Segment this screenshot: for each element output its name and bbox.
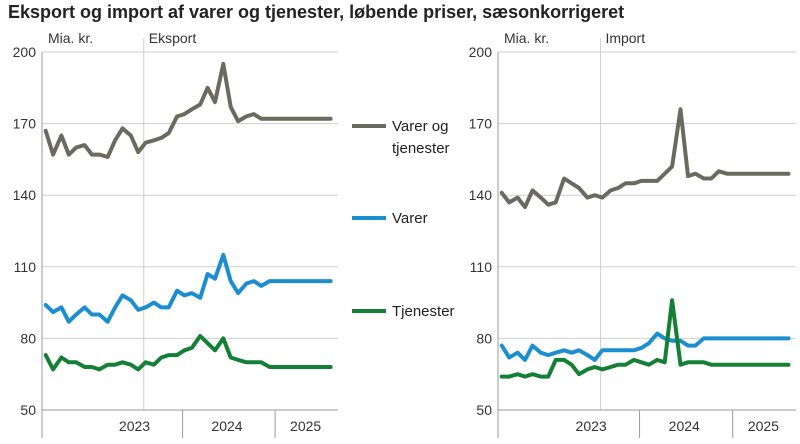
y-tick-label: 200 <box>13 44 37 60</box>
x-tick-label: 2024 <box>211 418 242 434</box>
y-tick-label: 140 <box>469 187 493 203</box>
y-tick-label: 170 <box>469 116 493 132</box>
series-line-goods <box>499 331 791 362</box>
y-tick-label: 80 <box>476 330 492 346</box>
panel-import: 50 80 110 140 170 200 2023 2024 2025 Mia. kr. Impo… <box>469 30 796 438</box>
series-line-total <box>43 61 333 159</box>
legend-label: tjenester <box>392 140 450 157</box>
panel-label: Eksport <box>149 30 197 46</box>
x-tick-label: 2023 <box>576 418 607 434</box>
legend-label: Varer og <box>392 118 448 135</box>
panel-eksport: 50 80 110 140 170 200 2023 2024 2025 Mia. kr. Eksp… <box>13 30 338 438</box>
y-tick-label: 200 <box>469 44 493 60</box>
y-tick-label: 50 <box>20 402 36 418</box>
panel-label: Import <box>605 30 645 46</box>
x-tick-label: 2025 <box>290 418 321 434</box>
y-tick-label: 110 <box>470 259 493 275</box>
legend: Varer og tjenester Varer Tjenester <box>352 118 455 320</box>
unit-label: Mia. kr. <box>504 30 549 46</box>
y-tick-label: 140 <box>13 187 37 203</box>
series-line-services <box>499 298 791 379</box>
series-line-services <box>43 334 333 372</box>
series-line-total <box>499 107 791 210</box>
legend-label: Varer <box>392 210 428 227</box>
chart-title: Eksport og import af varer og tjenester,… <box>8 2 625 22</box>
x-tick-label: 2023 <box>119 418 150 434</box>
y-tick-label: 170 <box>13 116 37 132</box>
y-tick-label: 110 <box>14 259 37 275</box>
x-tick-label: 2025 <box>748 418 779 434</box>
legend-label: Tjenester <box>392 303 455 320</box>
unit-label: Mia. kr. <box>48 30 93 46</box>
y-tick-label: 50 <box>476 402 492 418</box>
y-tick-label: 80 <box>20 330 36 346</box>
x-tick-label: 2024 <box>669 418 700 434</box>
series-line-goods <box>43 252 333 324</box>
